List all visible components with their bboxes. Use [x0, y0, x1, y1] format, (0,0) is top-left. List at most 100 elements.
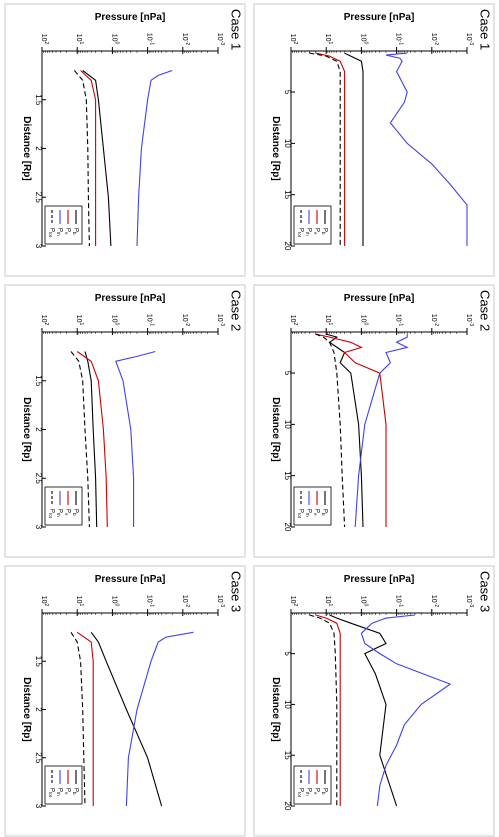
legend-label: Pth [56, 228, 63, 236]
legend-label: Pb [321, 228, 328, 235]
distance-tick-label: 15 [283, 190, 292, 199]
pressure-tick-label: 10-3 [465, 33, 474, 45]
distance-tick-label: 2 [34, 707, 43, 712]
pressure-axis-label: Pressure [nPa] [95, 12, 166, 23]
pressure-tick-label: 100 [110, 315, 119, 326]
distance-tick-label: 1.5 [34, 656, 43, 668]
pressure-tick-label: 10-2 [181, 595, 190, 607]
pressure-tick-label: 10-1 [146, 33, 155, 45]
pressure-tick-label: 100 [110, 596, 119, 607]
series-p-tot [309, 614, 338, 806]
legend-label: Pe [313, 228, 320, 235]
legend-label: Pb [72, 509, 79, 516]
pressure-axis-label: Pressure [nPa] [344, 574, 415, 585]
chart-panel-6: Case 3 Pressure [nPa] Distance [Rp] 10-3 10-… [4, 565, 246, 837]
legend-label: Pth [305, 228, 312, 236]
distance-tick-label: 3 [34, 525, 43, 530]
chart-panel-4: Case 2 Pressure [nPa] Distance [Rp] 10-3 10-… [4, 284, 246, 558]
pressure-axis-label: Pressure [nPa] [344, 12, 415, 23]
distance-axis-label: Distance [Rp] [270, 677, 281, 741]
distance-tick-label: 1.5 [34, 375, 43, 387]
pressure-tick-label: 101 [324, 596, 333, 607]
legend-label: Pb [72, 228, 79, 235]
series-p-e [315, 52, 346, 246]
distance-tick-label: 2.5 [34, 752, 43, 764]
pressure-tick-label: 10-3 [465, 595, 474, 607]
pressure-tick-label: 10-1 [395, 314, 404, 326]
pressure-tick-label: 102 [289, 34, 298, 45]
distance-tick-label: 5 [283, 651, 292, 656]
distance-tick-label: 15 [283, 751, 292, 760]
distance-tick-label: 10 [283, 139, 292, 148]
pressure-tick-label: 100 [359, 596, 368, 607]
series-p-th [360, 614, 452, 807]
distance-tick-label: 10 [283, 700, 292, 709]
distance-tick-label: 2 [34, 146, 43, 151]
legend-label: Pth [305, 788, 312, 796]
distance-tick-label: 2 [34, 427, 43, 432]
pressure-tick-label: 10-1 [395, 33, 404, 45]
panel-title: Case 2 [478, 290, 493, 331]
series-p-b [344, 52, 364, 246]
distance-tick-label: 20 [283, 242, 292, 251]
series-p-e [80, 70, 97, 246]
legend-label: Pth [305, 509, 312, 517]
series-p-e [315, 333, 387, 527]
legend-label: Pe [64, 228, 71, 235]
legend-label: Ptot [297, 509, 304, 519]
distance-axis-label: Distance [Rp] [270, 116, 281, 180]
pressure-tick-label: 10-3 [216, 33, 225, 45]
distance-tick-label: 20 [283, 802, 292, 811]
panel-title: Case 3 [229, 571, 244, 612]
chart-panel-2: Case 1 Pressure [nPa] Distance [Rp] 10-3 10-… [4, 3, 246, 277]
pressure-tick-label: 10-1 [146, 314, 155, 326]
legend-label: Ptot [297, 788, 304, 798]
panel-title: Case 1 [229, 9, 244, 50]
legend-label: Pe [64, 509, 71, 516]
pressure-tick-label: 100 [359, 315, 368, 326]
panel-title: Case 1 [478, 9, 493, 50]
pressure-tick-label: 10-1 [146, 595, 155, 607]
legend-label: Pb [321, 788, 328, 795]
series-p-b [90, 631, 163, 807]
panel-frame [4, 565, 246, 837]
pressure-tick-label: 102 [289, 596, 298, 607]
distance-tick-label: 15 [283, 471, 292, 480]
distance-tick-label: 3 [34, 804, 43, 809]
pressure-tick-label: 10-2 [430, 33, 439, 45]
pressure-axis-label: Pressure [nPa] [95, 293, 166, 304]
series-p-tot [315, 333, 346, 528]
legend-label: Pb [72, 788, 79, 795]
legend-label: Pe [64, 788, 71, 795]
series-p-e [76, 351, 108, 528]
pressure-tick-label: 10-1 [395, 595, 404, 607]
series-p-tot [70, 632, 86, 807]
pressure-tick-label: 10-2 [430, 595, 439, 607]
pressure-tick-label: 10-3 [465, 314, 474, 326]
pressure-tick-label: 100 [110, 34, 119, 45]
legend-label: Ptot [48, 228, 55, 238]
series-p-th [125, 631, 194, 807]
legend-label: Pb [321, 509, 328, 516]
series-p-tot [309, 52, 341, 246]
chart-panel-1: Case 1 Pressure [nPa] Distance [Rp] 10-3 10-… [253, 3, 495, 277]
legend-label: Ptot [48, 509, 55, 519]
series-p-b [329, 614, 398, 807]
distance-tick-label: 20 [283, 523, 292, 532]
series-p-e [76, 631, 94, 806]
pressure-tick-label: 102 [40, 34, 49, 45]
pressure-tick-label: 100 [359, 34, 368, 45]
distance-tick-label: 5 [283, 371, 292, 376]
panel-frame [4, 3, 246, 277]
legend-label: Pth [56, 509, 63, 517]
series-p-tot [70, 351, 90, 528]
pressure-tick-label: 102 [40, 315, 49, 326]
chart-panel-3: Case 2 Pressure [nPa] Distance [Rp] 10-3 10-… [253, 284, 495, 558]
distance-axis-label: Distance [Rp] [21, 397, 32, 461]
panel-title: Case 3 [478, 571, 493, 612]
series-p-e [315, 614, 341, 806]
series-p-th [136, 69, 173, 247]
chart-panel-5: Case 3 Pressure [nPa] Distance [Rp] 10-3 10-… [253, 565, 495, 837]
legend-label: Pe [313, 788, 320, 795]
